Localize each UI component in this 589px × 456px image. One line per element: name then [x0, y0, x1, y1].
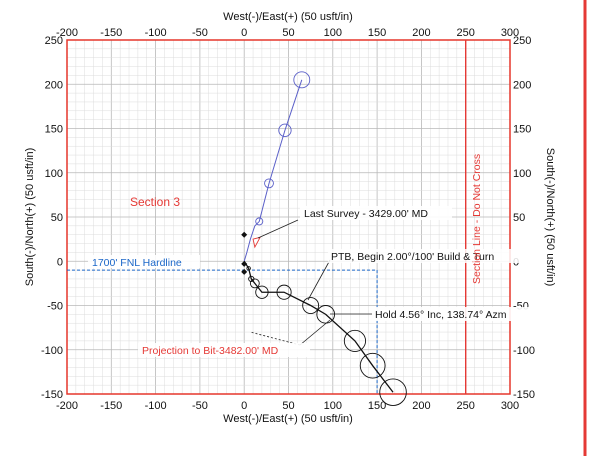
last-survey-label: Last Survey - 3429.00' MD	[304, 208, 428, 220]
x-tick-label-bottom: -200	[56, 400, 78, 412]
survey-circle	[343, 329, 367, 352]
survey-circle	[255, 285, 269, 299]
x-tick-label-bottom: 300	[501, 400, 519, 412]
section-line-label: Section Line - Do Not Cross	[471, 154, 483, 284]
x-tick-label-top: -100	[145, 27, 167, 39]
last-survey-box	[300, 206, 452, 220]
x-tick-label-top: 200	[412, 27, 430, 39]
x-tick-label-top: 250	[457, 27, 475, 39]
hold-label: Hold 4.56° Inc, 138.74° Azm	[375, 309, 507, 321]
y-tick-label-left: 150	[45, 124, 63, 136]
x-tick-label-bottom: 250	[457, 400, 475, 412]
y-tick-label-right: 200	[513, 79, 531, 91]
left-tick-labels: 250 200 150 100 50 0 -50 -100 -150	[41, 35, 63, 401]
x-title-bottom: West(-)/East(+) (50 usft/in)	[223, 413, 353, 425]
x-tick-label-top: -50	[192, 27, 208, 39]
y-tick-label-left: -150	[41, 389, 63, 401]
x-tick-label-bottom: 50	[282, 400, 294, 412]
y-tick-label-left: -50	[47, 301, 63, 313]
leader-projection	[249, 331, 301, 346]
y-tick-label-left: 50	[51, 212, 63, 224]
survey-circle	[293, 71, 311, 89]
hold-box	[372, 307, 532, 321]
leaders	[249, 219, 372, 346]
projection-label: Projection to Bit-3482.00' MD	[142, 345, 279, 357]
y-tick-label-right: 150	[513, 124, 531, 136]
y-tick-label-left: 0	[57, 256, 63, 268]
survey-marker	[241, 231, 248, 238]
survey-marks	[241, 71, 407, 406]
x-tick-label-top: -150	[100, 27, 122, 39]
y-title-left: South(-)/North(+) (50 usft/in)	[24, 148, 36, 286]
survey-marker	[241, 260, 248, 267]
features	[67, 40, 467, 394]
leader-last-survey	[257, 219, 299, 239]
survey-circle	[246, 266, 251, 271]
projection-box	[138, 343, 310, 357]
y-tick-label-right: 250	[513, 35, 531, 47]
y-tick-label-left: -100	[41, 345, 63, 357]
survey-circle	[278, 123, 292, 137]
survey-circle	[359, 352, 386, 379]
section-label: Section 3	[130, 195, 180, 209]
x-tick-label-top: 150	[368, 27, 386, 39]
plot-frame	[66, 39, 511, 395]
x-tick-label-top: 50	[282, 27, 294, 39]
leader-ptb	[307, 259, 331, 301]
wellpath-line	[243, 79, 303, 262]
x-tick-label-bottom: 150	[368, 400, 386, 412]
survey-circle	[302, 297, 320, 314]
survey-marker	[241, 268, 248, 275]
y-tick-label-left: 100	[45, 168, 63, 180]
x-title-top: West(-)/East(+) (50 usft/in)	[223, 11, 353, 23]
x-tick-label-top: 0	[241, 27, 247, 39]
hardline-label: 1700' FNL Hardline	[92, 257, 182, 269]
survey-circle	[264, 178, 274, 189]
survey-circle	[379, 378, 407, 406]
y-tick-label-left: 250	[45, 35, 63, 47]
x-tick-label-bottom: -100	[145, 400, 167, 412]
y-tick-label-right: 100	[513, 168, 531, 180]
x-tick-label-bottom: 0	[241, 400, 247, 412]
leader-projection-2	[299, 319, 331, 346]
x-tick-label-bottom: 100	[324, 400, 342, 412]
y-tick-label-right: -150	[513, 389, 535, 401]
survey-circle	[249, 278, 260, 289]
wellpath-line	[243, 260, 394, 393]
top-tick-labels: -200 -150 -100 -50 0 50 100 150 200 250 300	[56, 27, 519, 39]
x-tick-label-bottom: -50	[192, 400, 208, 412]
ptb-box	[328, 249, 524, 263]
x-tick-label-bottom: -150	[100, 400, 122, 412]
ptb-label: PTB, Begin 2.00°/100' Build & Turn	[331, 251, 494, 263]
y-tick-label-left: 200	[45, 79, 63, 91]
survey-triangle	[252, 236, 262, 249]
x-tick-label-top: 300	[501, 27, 519, 39]
y-tick-label-right: -100	[513, 345, 535, 357]
bottom-tick-labels: -200 -150 -100 -50 0 50 100 150 200 250 300	[56, 400, 519, 412]
hardline-box	[88, 255, 200, 268]
x-tick-label-top: -200	[56, 27, 78, 39]
y-tick-label-right: 50	[513, 212, 525, 224]
survey-circle	[276, 284, 292, 300]
y-title-right: South(-)/North(+) (50 usft/in)	[544, 148, 556, 286]
grid	[67, 40, 510, 394]
x-tick-label-top: 100	[324, 27, 342, 39]
x-tick-label-bottom: 200	[412, 400, 430, 412]
survey-circle	[255, 217, 264, 226]
